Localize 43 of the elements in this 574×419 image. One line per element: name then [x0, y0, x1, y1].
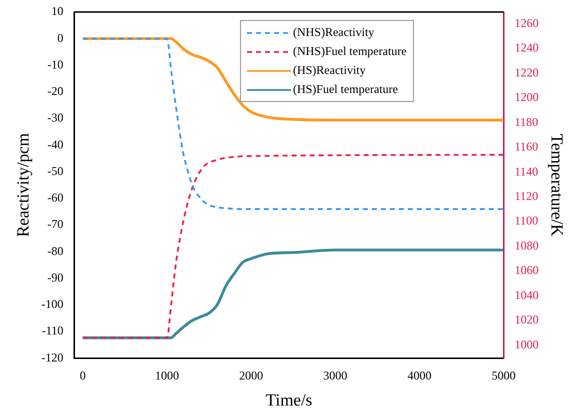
- y2-tick-label: 1200: [514, 90, 539, 104]
- y2-axis-title: Temperature/K: [547, 134, 566, 238]
- y-tick-label: 0: [57, 30, 64, 45]
- y2-tick-label: 1040: [514, 288, 539, 302]
- y-tick-label: -30: [47, 110, 64, 125]
- y-tick-label: -70: [47, 217, 64, 232]
- y-tick-label: -50: [47, 164, 64, 178]
- line-series: [82, 38, 504, 210]
- x-tick-label: 0: [80, 368, 86, 383]
- y2-tick-label: 1020: [514, 312, 539, 327]
- legend-label: (HS)Fuel temperature: [292, 82, 398, 97]
- y2-tick-label: 1100: [514, 214, 538, 228]
- y2-tick-label: 1140: [514, 164, 538, 178]
- y-tick-label: -40: [47, 137, 64, 152]
- y2-tick-label: 1260: [514, 16, 539, 30]
- y-tick-label: -80: [47, 244, 64, 258]
- y2-tick-label: 1220: [514, 65, 539, 80]
- y-tick-label: -20: [47, 84, 64, 98]
- y2-tick-label: 1180: [514, 114, 538, 129]
- y2-tick-label: 1240: [514, 40, 539, 55]
- y-tick-label: -110: [42, 324, 64, 338]
- legend-label: (NHS)Reactivity: [292, 25, 374, 40]
- y2-tick-label: 1060: [514, 263, 539, 278]
- legend-label: (HS)Reactivity: [292, 63, 366, 78]
- x-tick-label: 4000: [407, 368, 432, 383]
- x-tick-label: 3000: [323, 368, 348, 383]
- y-tick-label: 10: [51, 4, 64, 18]
- y-tick-label: -120: [41, 350, 64, 364]
- x-tick-label: 1000: [154, 368, 179, 383]
- y2-tick-label: 1120: [514, 189, 538, 203]
- y-tick-label: -100: [41, 297, 64, 312]
- y-tick-label: -60: [47, 190, 64, 205]
- y2-tick-label: 1000: [514, 337, 539, 352]
- x-tick-label: 5000: [492, 368, 516, 383]
- x-tick-label: 2000: [239, 368, 264, 383]
- y-tick-label: -10: [47, 57, 64, 72]
- line-series: [82, 154, 504, 339]
- y2-tick-label: 1080: [514, 238, 539, 252]
- y-tick-label: -90: [47, 270, 64, 284]
- legend-label: (NHS)Fuel temperature: [292, 44, 407, 59]
- y-axis-title: Reactivity/pcm: [14, 133, 33, 238]
- x-axis-title: Time/s: [266, 390, 312, 410]
- y2-tick-label: 1160: [514, 140, 538, 154]
